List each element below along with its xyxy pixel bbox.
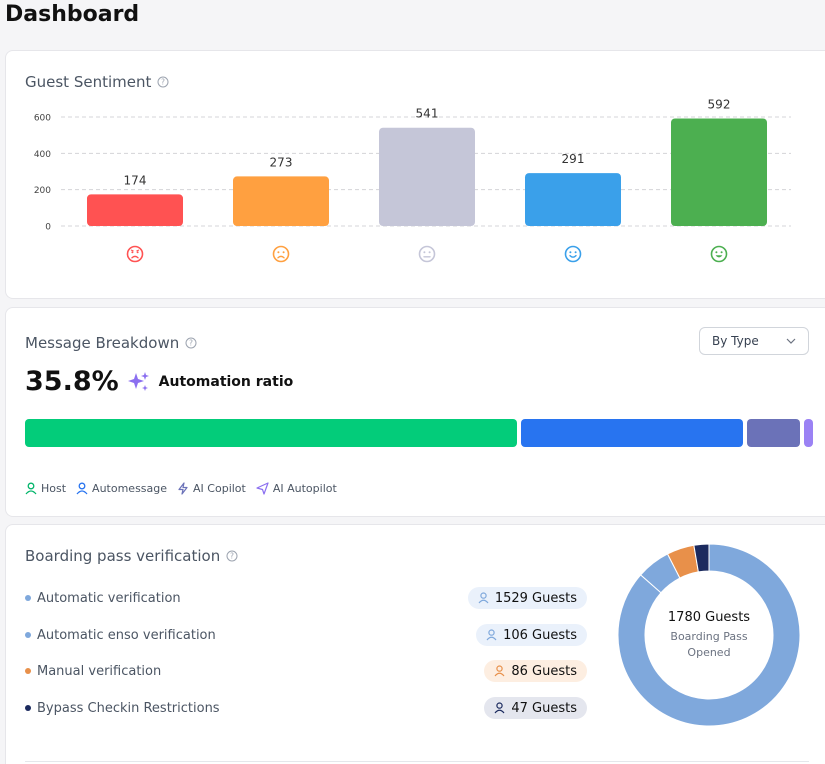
legend-label: Automessage [92, 482, 168, 495]
legend-label: AI Autopilot [272, 482, 337, 495]
bar-value-label: 592 [708, 97, 731, 111]
guest-count: 106 Guests [503, 627, 577, 643]
legend-item: AI Copilot [177, 482, 246, 495]
automation-ratio-label: Automation ratio [158, 373, 294, 390]
verification-label: Automatic enso verification [25, 628, 216, 643]
sentiment-bar[interactable] [379, 127, 475, 226]
message-breakdown-legend: Host Automessage AI Copilot AI Autopilot [25, 482, 337, 495]
guest-count-badge: 47 Guests [484, 697, 587, 719]
chevron-down-icon [786, 338, 796, 344]
message-breakdown-card: Message Breakdown ? By Type 35.8% Automa… [5, 307, 825, 517]
segment-host[interactable] [25, 419, 518, 447]
verification-row: Manual verification 86 Guests [25, 660, 587, 682]
guest-count: 47 Guests [511, 700, 577, 716]
bar-value-label: 273 [270, 155, 293, 169]
verification-label: Automatic verification [25, 591, 181, 606]
legend-item: Automessage [76, 482, 167, 495]
y-tick-label: 400 [34, 150, 51, 160]
verification-label-text: Automatic enso verification [37, 627, 216, 643]
help-circle-icon[interactable]: ? [226, 550, 238, 562]
verification-label-text: Automatic verification [37, 590, 181, 606]
y-tick-label: 600 [34, 114, 51, 124]
verification-row: Bypass Checkin Restrictions 47 Guests [25, 697, 587, 719]
help-circle-icon[interactable]: ? [185, 337, 197, 349]
dropdown-value: By Type [712, 334, 759, 348]
sentiment-bar[interactable] [671, 118, 767, 226]
user-icon [76, 482, 88, 495]
boarding-pass-header: Boarding pass verification ? [25, 547, 238, 565]
guest-sentiment-header: Guest Sentiment ? [25, 73, 169, 91]
sentiment-bar[interactable] [87, 194, 183, 226]
message-breakdown-title: Message Breakdown [25, 334, 180, 352]
verification-label: Manual verification [25, 664, 161, 679]
bar-value-label: 541 [416, 107, 439, 121]
user-icon [494, 702, 505, 714]
guest-sentiment-chart: 0 200 400 600 174 273 541 291 592 [34, 97, 791, 263]
svg-text:?: ? [230, 552, 234, 561]
automation-ratio: 35.8% Automation ratio [25, 366, 293, 397]
verification-label: Bypass Checkin Restrictions [25, 701, 220, 716]
donut-center: 1780 Guests Boarding Pass Opened [618, 544, 800, 726]
sparkles-icon [127, 371, 149, 391]
legend-item: AI Autopilot [256, 482, 337, 495]
verification-row: Automatic enso verification 106 Guests [25, 624, 587, 646]
verification-row: Automatic verification 1529 Guests [25, 587, 587, 609]
legend-label: AI Copilot [193, 482, 246, 495]
segment-ai-copilot[interactable] [747, 419, 800, 447]
guest-count: 86 Guests [511, 663, 577, 679]
guest-count: 1529 Guests [494, 590, 577, 606]
segment-ai-autopilot[interactable] [803, 419, 814, 447]
boarding-pass-card: Boarding pass verification ? Automatic v… [5, 524, 825, 764]
very-negative-face-icon [126, 245, 144, 263]
donut-total: 1780 Guests [667, 609, 751, 625]
message-breakdown-header: Message Breakdown ? [25, 334, 197, 352]
svg-text:?: ? [161, 78, 165, 87]
status-dot [25, 705, 31, 711]
lightning-icon [177, 482, 189, 495]
status-dot [25, 668, 31, 674]
send-icon [256, 482, 269, 495]
bar-value-label: 291 [562, 152, 585, 166]
page-title: Dashboard [5, 2, 140, 27]
guest-count-badge: 86 Guests [484, 660, 587, 682]
guest-sentiment-card: Guest Sentiment ? 0 200 400 600 174 273 541 291… [5, 50, 825, 299]
y-tick-label: 200 [34, 186, 51, 196]
guest-sentiment-title: Guest Sentiment [25, 73, 152, 91]
bar-value-label: 174 [124, 173, 147, 187]
donut-ring [617, 543, 801, 727]
very-positive-face-icon [710, 245, 728, 263]
status-dot [25, 595, 31, 601]
verification-label-text: Manual verification [37, 663, 162, 679]
user-icon [486, 629, 497, 641]
divider [25, 761, 809, 762]
donut-slice[interactable] [617, 543, 801, 727]
guest-count-badge: 1529 Guests [467, 587, 587, 609]
y-tick-label: 0 [45, 223, 51, 233]
legend-item: Host [25, 482, 66, 495]
boarding-pass-title: Boarding pass verification [25, 547, 221, 565]
user-icon [494, 665, 505, 677]
segment-automessage[interactable] [521, 419, 744, 447]
automation-ratio-value: 35.8% [25, 366, 119, 397]
boarding-donut-chart: 1780 Guests Boarding Pass Opened [617, 543, 801, 727]
help-circle-icon[interactable]: ? [157, 76, 169, 88]
status-dot [25, 632, 31, 638]
negative-face-icon [272, 245, 290, 263]
positive-face-icon [564, 245, 582, 263]
verification-label-text: Bypass Checkin Restrictions [37, 700, 220, 716]
user-icon [25, 482, 37, 495]
guest-count-badge: 106 Guests [476, 624, 587, 646]
sentiment-bar[interactable] [233, 176, 329, 226]
message-breakdown-bar [25, 419, 814, 447]
breakdown-type-dropdown[interactable]: By Type [699, 327, 809, 355]
donut-subtitle: Boarding Pass Opened [670, 629, 748, 659]
legend-label: Host [41, 482, 67, 495]
donut-slice[interactable] [693, 543, 710, 573]
neutral-face-icon [418, 245, 436, 263]
svg-text:?: ? [189, 339, 193, 348]
user-icon [478, 592, 489, 604]
sentiment-bar[interactable] [525, 173, 621, 226]
